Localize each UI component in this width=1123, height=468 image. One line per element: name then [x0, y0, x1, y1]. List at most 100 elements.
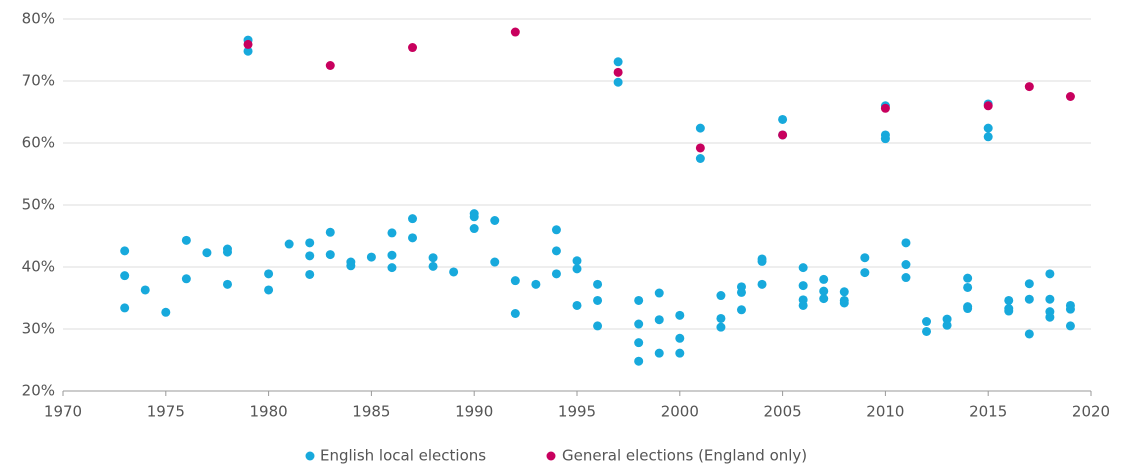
legend-label: English local elections: [320, 447, 486, 465]
point: [490, 216, 500, 225]
y-tick-label: 30%: [22, 320, 55, 338]
point: [798, 300, 808, 310]
x-tick-label: 2005: [764, 403, 802, 421]
point: [325, 250, 335, 260]
y-tick-label: 20%: [22, 382, 55, 400]
point: [736, 305, 746, 315]
point: [572, 300, 582, 310]
point: [510, 276, 520, 286]
point: [695, 123, 705, 133]
point: [963, 273, 973, 283]
point: [387, 263, 397, 273]
point: [757, 256, 767, 266]
legend-marker: [546, 451, 556, 461]
point: [1024, 279, 1034, 289]
point: [922, 317, 932, 327]
x-tick-label: 1990: [455, 403, 493, 421]
y-tick-label: 50%: [22, 196, 55, 214]
point: [983, 132, 993, 142]
y-tick-label: 40%: [22, 258, 55, 276]
point: [778, 130, 788, 140]
point: [408, 214, 418, 224]
point: [551, 225, 561, 235]
point: [346, 261, 356, 271]
point: [551, 269, 561, 279]
point: [181, 274, 191, 284]
point: [305, 269, 315, 279]
point: [716, 291, 726, 301]
point: [695, 154, 705, 163]
point: [181, 235, 191, 245]
point: [243, 46, 253, 56]
point: [819, 294, 829, 304]
point: [428, 261, 438, 271]
point: [408, 233, 418, 243]
point: [387, 228, 397, 238]
point: [120, 271, 130, 281]
point: [490, 257, 500, 267]
point: [654, 288, 664, 298]
point: [469, 224, 479, 234]
point: [613, 67, 623, 77]
point: [366, 252, 376, 262]
point: [140, 285, 150, 295]
y-tick-label: 70%: [22, 72, 55, 90]
point: [736, 287, 746, 297]
point: [634, 295, 644, 305]
point: [1065, 304, 1075, 314]
point: [839, 298, 849, 308]
point: [222, 247, 232, 257]
point: [510, 309, 520, 318]
point: [325, 61, 335, 70]
point: [449, 267, 459, 277]
x-tick-label: 1970: [44, 403, 82, 421]
point: [819, 274, 829, 284]
point: [901, 260, 911, 270]
point: [469, 212, 479, 222]
point: [1024, 294, 1034, 304]
x-tick-label: 2015: [969, 403, 1007, 421]
point: [1065, 321, 1075, 331]
y-tick-label: 80%: [22, 10, 55, 28]
point: [572, 264, 582, 274]
y-tick-label: 60%: [22, 134, 55, 152]
point: [305, 251, 315, 261]
point: [942, 320, 952, 330]
point: [325, 227, 335, 237]
point: [757, 279, 767, 289]
legend-marker: [305, 451, 315, 461]
point: [901, 238, 911, 248]
point: [901, 273, 911, 283]
point: [120, 246, 130, 256]
point: [819, 286, 829, 296]
point: [120, 303, 130, 313]
point: [654, 315, 664, 325]
point: [675, 348, 685, 358]
x-tick-label: 2020: [1072, 403, 1110, 421]
point: [1045, 269, 1055, 279]
point: [222, 279, 232, 289]
point: [284, 239, 294, 249]
point: [593, 295, 603, 305]
point: [593, 279, 603, 289]
point: [634, 338, 644, 348]
point: [531, 279, 541, 289]
point: [593, 321, 603, 331]
point: [264, 285, 274, 295]
legend-label: General elections (England only): [562, 447, 807, 465]
point: [572, 256, 582, 266]
x-tick-label: 2000: [661, 403, 699, 421]
point: [305, 238, 315, 248]
point: [264, 269, 274, 279]
point: [942, 314, 952, 324]
point: [510, 27, 520, 37]
point: [1004, 295, 1014, 305]
point: [860, 253, 870, 263]
point: [880, 103, 890, 113]
point: [161, 307, 171, 317]
point: [387, 250, 397, 260]
point: [922, 326, 932, 336]
point: [716, 313, 726, 323]
point: [202, 248, 212, 258]
